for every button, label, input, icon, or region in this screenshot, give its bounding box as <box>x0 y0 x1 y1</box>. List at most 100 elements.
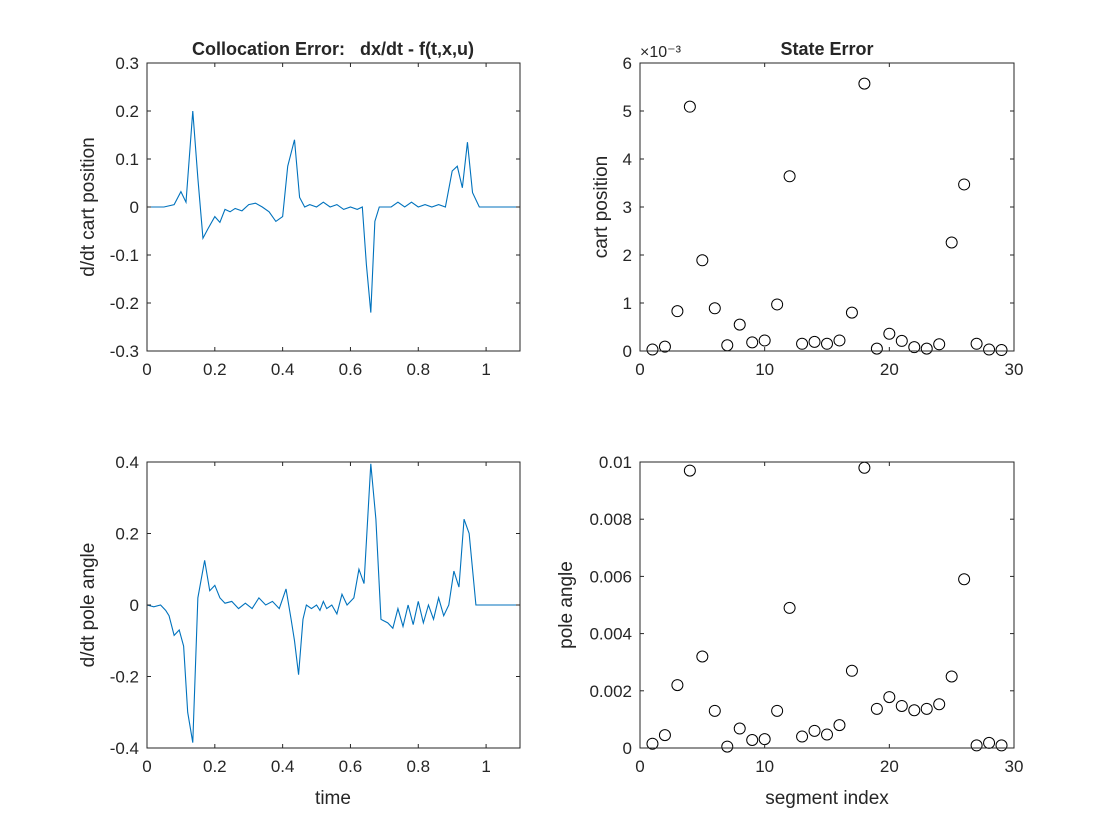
state-pole-point <box>708 704 721 717</box>
state-pole-x-tick-label: 30 <box>1005 757 1024 776</box>
state-cart-y-tick-label: 3 <box>623 198 632 217</box>
state-cart-point <box>883 327 896 340</box>
collocation-pole-x-tick-label: 0.8 <box>406 757 430 776</box>
state-pole-point <box>733 722 746 735</box>
collocation-cart-y-tick-label: -0.3 <box>110 342 139 361</box>
state-cart-y-tick-label: 6 <box>623 54 632 73</box>
state-cart-panel: State Error cart position ×10⁻³ 0 10 20 300… <box>591 39 1023 379</box>
collocation-pole-x-tick-label: 0.6 <box>339 757 363 776</box>
collocation-pole-x-tick-label: 0.2 <box>203 757 227 776</box>
collocation-pole-x-tick-label: 0.4 <box>271 757 295 776</box>
state-cart-ylabel: cart position <box>591 156 612 258</box>
state-cart-point <box>671 305 684 318</box>
state-cart-point <box>733 318 746 331</box>
state-cart-point <box>746 336 759 349</box>
collocation-cart-x-tick-label: 0.8 <box>406 360 430 379</box>
state-pole-point <box>808 724 821 737</box>
state-cart-point <box>970 337 983 350</box>
state-cart-point <box>908 341 921 354</box>
state-cart-point <box>870 342 883 355</box>
state-pole-point <box>646 737 659 750</box>
state-pole-y-tick-label: 0.01 <box>599 453 632 472</box>
collocation-cart-x-tick-label: 0.4 <box>271 360 295 379</box>
state-pole-point <box>821 728 833 741</box>
state-pole-point <box>958 573 971 586</box>
state-pole-x-tick-label: 20 <box>880 757 899 776</box>
state-cart-plot-area: 0 10 20 30 0 1 2 3 4 5 6 <box>623 54 1024 379</box>
state-pole-point <box>970 739 983 752</box>
state-pole-point <box>671 679 684 692</box>
state-cart-y-tick-label: 0 <box>623 342 632 361</box>
collocation-cart-x-tick-label: 1 <box>481 360 490 379</box>
collocation-pole-y-tick-label: 0 <box>130 596 139 615</box>
state-cart-point <box>758 334 771 347</box>
state-cart-point <box>683 100 696 113</box>
state-pole-y-tick-label: 0.006 <box>589 567 632 586</box>
state-pole-plot-area: 0 10 20 30 0 0.002 0.004 0.006 0.008 0.01 <box>589 453 1023 776</box>
state-pole-x-tick-label: 10 <box>755 757 774 776</box>
collocation-pole-series-line <box>146 463 520 743</box>
state-pole-point <box>883 691 896 704</box>
collocation-pole-panel: d/dt pole angle time 0 0.2 0.4 0.6 0.8 1 -0.4 -… <box>78 453 521 809</box>
collocation-cart-x-tick-label: 0.6 <box>339 360 363 379</box>
state-pole-point <box>658 729 671 742</box>
state-cart-point <box>945 236 958 249</box>
collocation-pole-y-tick-label: 0.4 <box>115 453 139 472</box>
state-cart-point <box>933 338 946 351</box>
collocation-cart-x-tick-label: 0 <box>142 360 151 379</box>
collocation-cart-title: Collocation Error: dx/dt - f(t,x,u) <box>192 39 474 59</box>
state-cart-point <box>845 306 858 319</box>
state-pole-point <box>945 670 958 683</box>
state-pole-point <box>933 698 946 711</box>
state-cart-point <box>858 77 871 90</box>
state-cart-x-tick-label: 10 <box>755 360 774 379</box>
state-pole-x-tick-label: 0 <box>635 757 644 776</box>
state-pole-point <box>721 740 734 753</box>
state-pole-point <box>845 664 858 677</box>
state-pole-point <box>870 702 883 715</box>
collocation-pole-x-tick-label: 0 <box>142 757 151 776</box>
state-pole-point <box>895 699 908 712</box>
state-cart-point <box>808 335 821 348</box>
collocation-cart-y-tick-label: -0.2 <box>110 294 139 313</box>
collocation-cart-y-tick-label: -0.1 <box>110 246 139 265</box>
state-cart-point <box>696 254 709 267</box>
collocation-pole-ylabel: d/dt pole angle <box>78 543 99 668</box>
state-pole-y-tick-label: 0.004 <box>589 625 632 644</box>
state-pole-point <box>696 650 709 663</box>
collocation-cart-ylabel: d/dt cart position <box>78 137 99 276</box>
collocation-cart-series-line <box>147 110 520 313</box>
state-pole-axes-box <box>639 461 1015 749</box>
state-pole-point <box>833 719 846 732</box>
collocation-pole-xlabel: time <box>315 788 351 809</box>
state-cart-point <box>796 337 809 350</box>
state-cart-point <box>771 298 784 311</box>
state-cart-y-tick-label: 2 <box>623 246 632 265</box>
state-cart-y-tick-label: 1 <box>623 294 632 313</box>
collocation-pole-y-tick-label: -0.4 <box>110 739 139 758</box>
state-pole-y-tick-label: 0.008 <box>589 510 632 529</box>
state-pole-point <box>771 704 784 717</box>
state-cart-point <box>995 344 1008 357</box>
state-cart-title: State Error <box>780 39 873 59</box>
collocation-cart-x-tick-label: 0.2 <box>203 360 227 379</box>
state-cart-x-tick-label: 20 <box>880 360 899 379</box>
state-pole-y-tick-label: 0 <box>623 739 632 758</box>
state-cart-point <box>783 170 796 183</box>
state-pole-point <box>908 704 921 717</box>
collocation-pole-y-tick-label: -0.2 <box>110 668 139 687</box>
state-pole-ylabel: pole angle <box>556 561 577 649</box>
state-cart-point <box>821 337 833 350</box>
state-cart-exponent: ×10⁻³ <box>640 44 682 61</box>
state-cart-point <box>658 340 671 353</box>
state-cart-point <box>983 343 996 356</box>
state-cart-point <box>895 334 908 347</box>
state-pole-panel: pole angle segment index 0 10 20 30 0 0.002 0.… <box>556 453 1023 809</box>
collocation-pole-y-tick-label: 0.2 <box>115 525 139 544</box>
collocation-cart-y-tick-label: 0.2 <box>115 102 139 121</box>
state-cart-y-tick-label: 5 <box>623 102 632 121</box>
collocation-cart-y-tick-label: 0 <box>130 198 139 217</box>
state-pole-y-tick-label: 0.002 <box>589 682 632 701</box>
state-cart-point <box>920 342 933 355</box>
